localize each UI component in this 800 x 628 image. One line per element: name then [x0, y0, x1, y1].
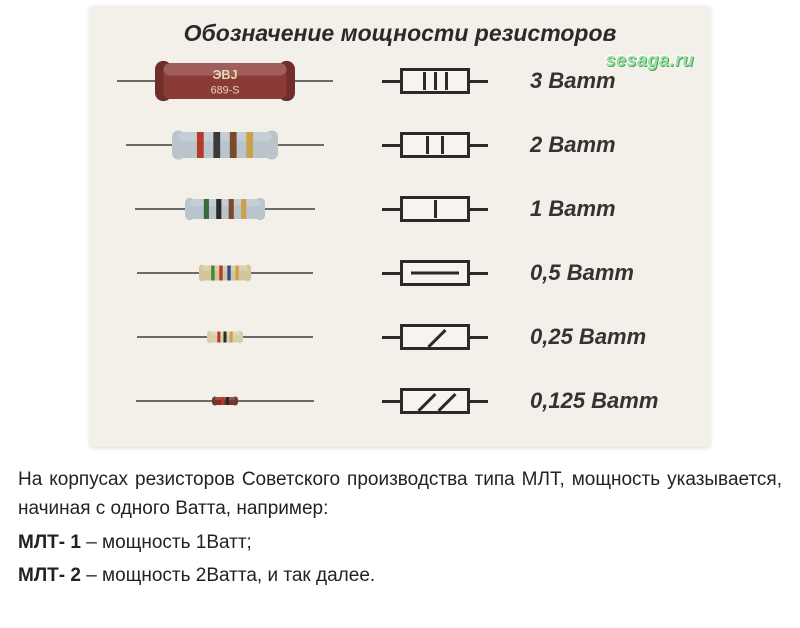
- schematic-symbol-icon: [382, 68, 488, 94]
- physical-cell: ЭВJ 689-S: [110, 53, 340, 109]
- mlt-rest: – мощность 2Ватта, и так далее.: [81, 565, 375, 586]
- symbol-cell: [360, 388, 510, 414]
- svg-text:ЭВJ: ЭВJ: [212, 68, 237, 82]
- resistor-physical-icon: [126, 117, 324, 173]
- physical-cell: [110, 373, 340, 429]
- resistor-physical-icon: [136, 373, 314, 429]
- schematic-symbol-icon: [382, 260, 488, 286]
- description-lines: МЛТ- 1 – мощность 1Ватт;МЛТ- 2 – мощност…: [18, 528, 782, 591]
- description-line: МЛТ- 2 – мощность 2Ватта, и так далее.: [18, 561, 782, 590]
- watermark: sesaga.ru: [605, 50, 694, 71]
- description-block: На корпусах резисторов Советского произв…: [0, 465, 800, 591]
- power-label: 0,25 Ватт: [530, 324, 690, 350]
- resistor-physical-icon: [137, 309, 313, 365]
- mlt-label: МЛТ- 2: [18, 565, 81, 586]
- physical-cell: [110, 181, 340, 237]
- physical-cell: [110, 245, 340, 301]
- symbol-cell: [360, 68, 510, 94]
- schematic-symbol-icon: [382, 388, 488, 414]
- resistor-row: 0,25 Ватт: [110, 309, 690, 365]
- physical-cell: [110, 117, 340, 173]
- symbol-cell: [360, 132, 510, 158]
- resistor-row: 0,5 Ватт: [110, 245, 690, 301]
- resistor-row: ЭВJ 689-S 3 Ватт: [110, 53, 690, 109]
- rows-container: ЭВJ 689-S 3 Ватт 2 Ватт 1 Ватт 0,5 Ватт 0,25 В…: [110, 53, 690, 429]
- resistor-physical-icon: [135, 181, 315, 237]
- symbol-cell: [360, 260, 510, 286]
- resistor-row: 1 Ватт: [110, 181, 690, 237]
- schematic-symbol-icon: [382, 196, 488, 222]
- description-line: МЛТ- 1 – мощность 1Ватт;: [18, 528, 782, 557]
- resistor-row: 0,125 Ватт: [110, 373, 690, 429]
- description-lead: На корпусах резисторов Советского произв…: [18, 465, 782, 524]
- schematic-symbol-icon: [382, 132, 488, 158]
- mlt-label: МЛТ- 1: [18, 532, 81, 553]
- resistor-row: 2 Ватт: [110, 117, 690, 173]
- power-label: 0,5 Ватт: [530, 260, 690, 286]
- mlt-rest: – мощность 1Ватт;: [81, 532, 252, 553]
- power-label: 3 Ватт: [530, 68, 690, 94]
- card-title: Обозначение мощности резисторов: [110, 20, 690, 47]
- power-label: 1 Ватт: [530, 196, 690, 222]
- symbol-cell: [360, 324, 510, 350]
- schematic-symbol-icon: [382, 324, 488, 350]
- resistor-power-card: Обозначение мощности резисторов sesaga.r…: [90, 6, 710, 447]
- symbol-cell: [360, 196, 510, 222]
- power-label: 0,125 Ватт: [530, 388, 690, 414]
- svg-text:689-S: 689-S: [211, 85, 240, 97]
- power-label: 2 Ватт: [530, 132, 690, 158]
- resistor-physical-icon: [137, 245, 313, 301]
- resistor-physical-icon: ЭВJ 689-S: [117, 53, 333, 109]
- physical-cell: [110, 309, 340, 365]
